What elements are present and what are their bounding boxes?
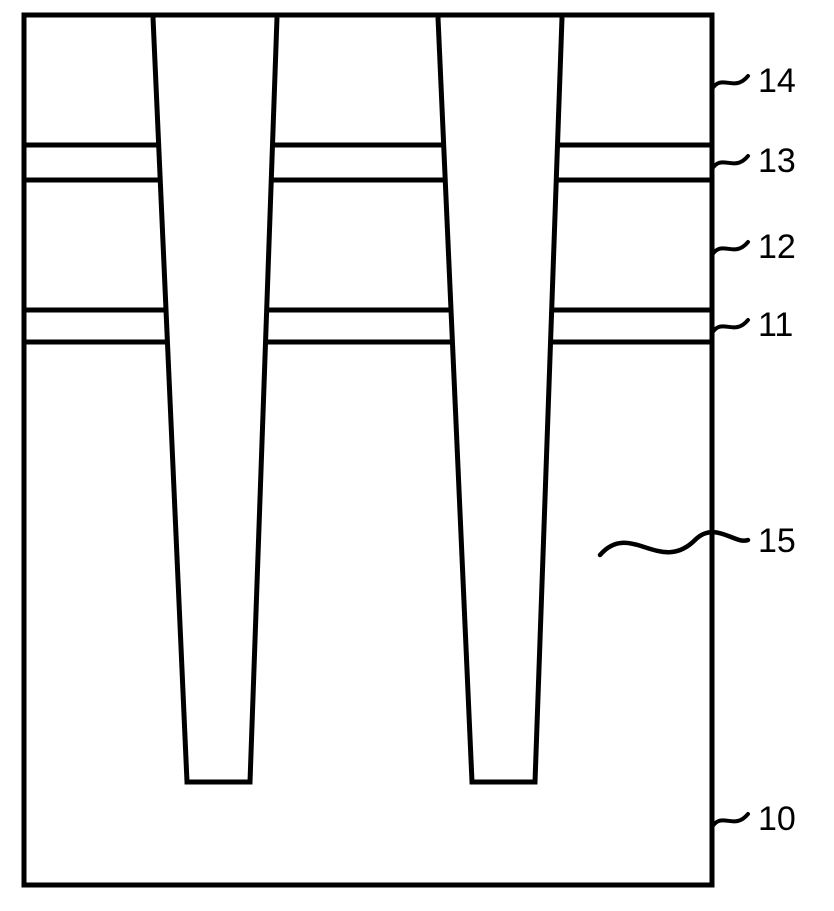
label-10: 10 bbox=[758, 800, 796, 839]
label-14: 14 bbox=[758, 62, 796, 101]
cross-section-diagram bbox=[0, 0, 834, 911]
label-12: 12 bbox=[758, 228, 796, 267]
label-13: 13 bbox=[758, 142, 796, 181]
label-11: 11 bbox=[758, 306, 793, 345]
label-15: 15 bbox=[758, 522, 796, 561]
